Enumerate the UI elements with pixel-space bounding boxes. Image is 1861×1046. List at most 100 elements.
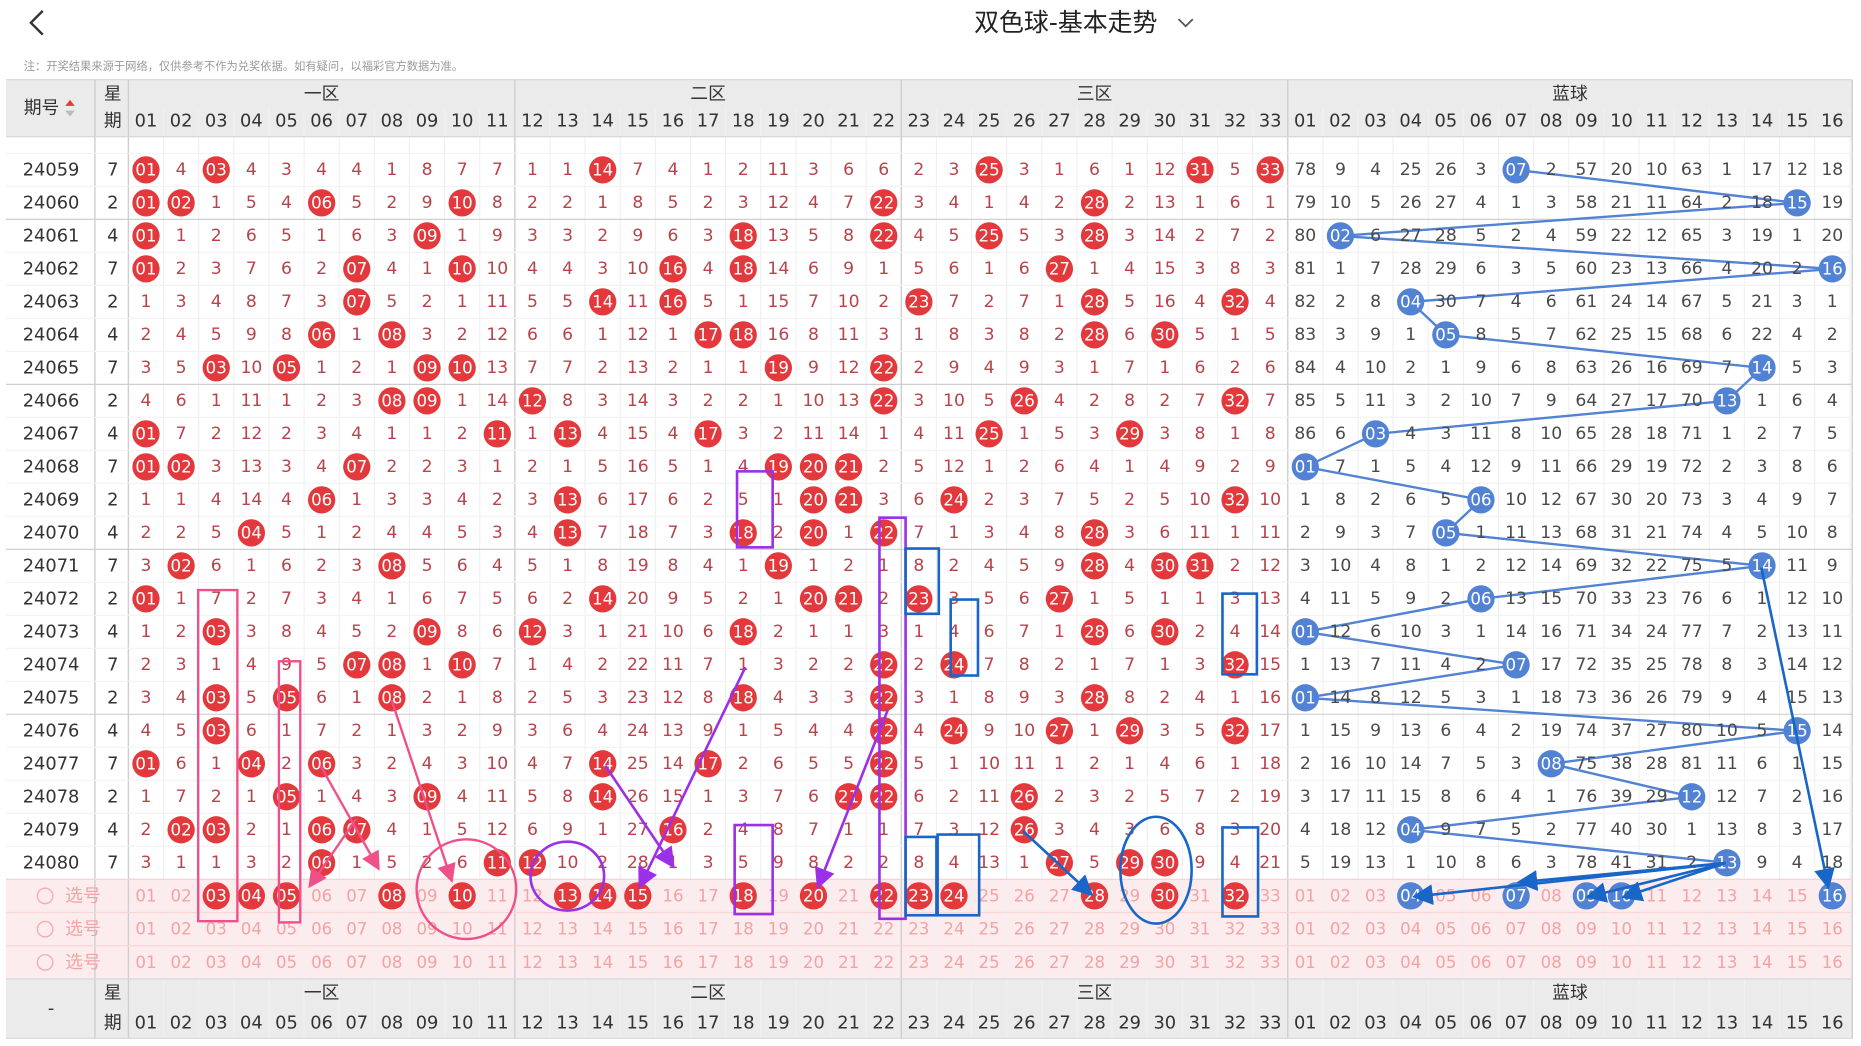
- pick-number[interactable]: 10: [1611, 920, 1632, 939]
- pick-number[interactable]: 06: [311, 953, 332, 972]
- pick-number[interactable]: 07: [1506, 920, 1527, 939]
- pick-number[interactable]: 08: [381, 953, 402, 972]
- pick-number[interactable]: 09: [1576, 953, 1597, 972]
- pick-number[interactable]: 01: [1295, 886, 1316, 905]
- pick-number[interactable]: 19: [768, 886, 789, 905]
- pick-number[interactable]: 21: [838, 886, 859, 905]
- pick-number[interactable]: 02: [1330, 953, 1351, 972]
- pick-number[interactable]: 07: [346, 886, 367, 905]
- pick-number[interactable]: 08: [1541, 920, 1562, 939]
- pick-number[interactable]: 05: [1435, 886, 1456, 905]
- pick-number[interactable]: 19: [768, 953, 789, 972]
- pick-number[interactable]: 15: [1787, 920, 1808, 939]
- pick-number[interactable]: 32: [1224, 953, 1245, 972]
- pick-number[interactable]: 10: [452, 920, 473, 939]
- pick-number[interactable]: 13: [557, 953, 578, 972]
- pick-number[interactable]: 13: [1716, 886, 1737, 905]
- pick-number[interactable]: 07: [346, 953, 367, 972]
- issue-head[interactable]: 期号: [24, 98, 60, 119]
- pick-number[interactable]: 16: [662, 920, 683, 939]
- pick-number[interactable]: 11: [487, 886, 508, 905]
- pick-number[interactable]: 29: [1119, 920, 1140, 939]
- pick-number[interactable]: 25: [979, 920, 1000, 939]
- pick-number[interactable]: 22: [873, 953, 894, 972]
- pick-number[interactable]: 14: [592, 953, 613, 972]
- pick-number[interactable]: 03: [1365, 920, 1386, 939]
- pick-number[interactable]: 09: [416, 953, 437, 972]
- pick-number[interactable]: 11: [487, 953, 508, 972]
- pick-number[interactable]: 27: [1049, 886, 1070, 905]
- pick-number[interactable]: 20: [803, 953, 824, 972]
- pick-number[interactable]: 31: [1189, 886, 1210, 905]
- pick-number[interactable]: 09: [416, 920, 437, 939]
- pick-number[interactable]: 21: [838, 920, 859, 939]
- pick-number[interactable]: 02: [171, 886, 192, 905]
- pick-number[interactable]: 08: [1541, 953, 1562, 972]
- pick-number[interactable]: 02: [171, 920, 192, 939]
- pick-number[interactable]: 01: [135, 886, 156, 905]
- pick-number[interactable]: 01: [1295, 953, 1316, 972]
- pick-number[interactable]: 13: [557, 920, 578, 939]
- pick-number[interactable]: 06: [311, 886, 332, 905]
- pick-number[interactable]: 07: [346, 920, 367, 939]
- pick-number[interactable]: 17: [698, 953, 719, 972]
- pick-number[interactable]: 02: [1330, 920, 1351, 939]
- pick-number[interactable]: 26: [1014, 953, 1035, 972]
- pick-number[interactable]: 24: [943, 953, 964, 972]
- pick-number[interactable]: 14: [1751, 886, 1772, 905]
- pick-number[interactable]: 23: [908, 920, 929, 939]
- pick-number[interactable]: 03: [1365, 953, 1386, 972]
- pick-number[interactable]: 03: [206, 920, 227, 939]
- pick-number[interactable]: 14: [592, 920, 613, 939]
- pick-number[interactable]: 14: [1751, 920, 1772, 939]
- pick-number[interactable]: 03: [206, 953, 227, 972]
- pick-number[interactable]: 12: [522, 953, 543, 972]
- page-title[interactable]: 双色球-基本走势: [974, 8, 1157, 37]
- pick-number[interactable]: 01: [135, 953, 156, 972]
- pick-number[interactable]: 11: [1646, 920, 1667, 939]
- pick-number[interactable]: 23: [908, 953, 929, 972]
- pick-number[interactable]: 12: [522, 886, 543, 905]
- pick-number[interactable]: 15: [627, 953, 648, 972]
- pick-number[interactable]: 13: [1716, 953, 1737, 972]
- pick-number[interactable]: 30: [1154, 953, 1175, 972]
- pick-number[interactable]: 10: [1611, 953, 1632, 972]
- pick-number[interactable]: 02: [1330, 886, 1351, 905]
- pick-number[interactable]: 25: [979, 886, 1000, 905]
- pick-number[interactable]: 04: [241, 920, 262, 939]
- pick-number[interactable]: 08: [381, 920, 402, 939]
- pick-number[interactable]: 15: [1787, 886, 1808, 905]
- pick-number[interactable]: 31: [1189, 953, 1210, 972]
- pick-number[interactable]: 29: [1119, 953, 1140, 972]
- pick-number[interactable]: 10: [452, 953, 473, 972]
- pick-number[interactable]: 16: [662, 953, 683, 972]
- pick-number[interactable]: 11: [1646, 886, 1667, 905]
- pick-number[interactable]: 09: [1576, 920, 1597, 939]
- pick-number[interactable]: 21: [838, 953, 859, 972]
- pick-number[interactable]: 03: [1365, 886, 1386, 905]
- pick-number[interactable]: 12: [522, 920, 543, 939]
- pick-number[interactable]: 25: [979, 953, 1000, 972]
- pick-number[interactable]: 06: [1470, 953, 1491, 972]
- pick-number[interactable]: 17: [698, 886, 719, 905]
- pick-number[interactable]: 19: [768, 920, 789, 939]
- pick-number[interactable]: 05: [1435, 920, 1456, 939]
- pick-number[interactable]: 15: [627, 920, 648, 939]
- pick-number[interactable]: 15: [1787, 953, 1808, 972]
- pick-number[interactable]: 18: [733, 920, 754, 939]
- pick-number[interactable]: 33: [1260, 886, 1281, 905]
- pick-number[interactable]: 05: [276, 953, 297, 972]
- pick-radio[interactable]: [36, 953, 54, 971]
- pick-number[interactable]: 18: [733, 953, 754, 972]
- pick-number[interactable]: 24: [943, 920, 964, 939]
- pick-number[interactable]: 27: [1049, 920, 1070, 939]
- pick-number[interactable]: 12: [1681, 953, 1702, 972]
- pick-number[interactable]: 06: [1470, 920, 1491, 939]
- pick-number[interactable]: 04: [1400, 953, 1421, 972]
- pick-number[interactable]: 14: [1751, 953, 1772, 972]
- pick-number[interactable]: 22: [873, 920, 894, 939]
- pick-number[interactable]: 31: [1189, 920, 1210, 939]
- pick-number[interactable]: 33: [1260, 953, 1281, 972]
- pick-number[interactable]: 06: [311, 920, 332, 939]
- pick-number[interactable]: 13: [1716, 920, 1737, 939]
